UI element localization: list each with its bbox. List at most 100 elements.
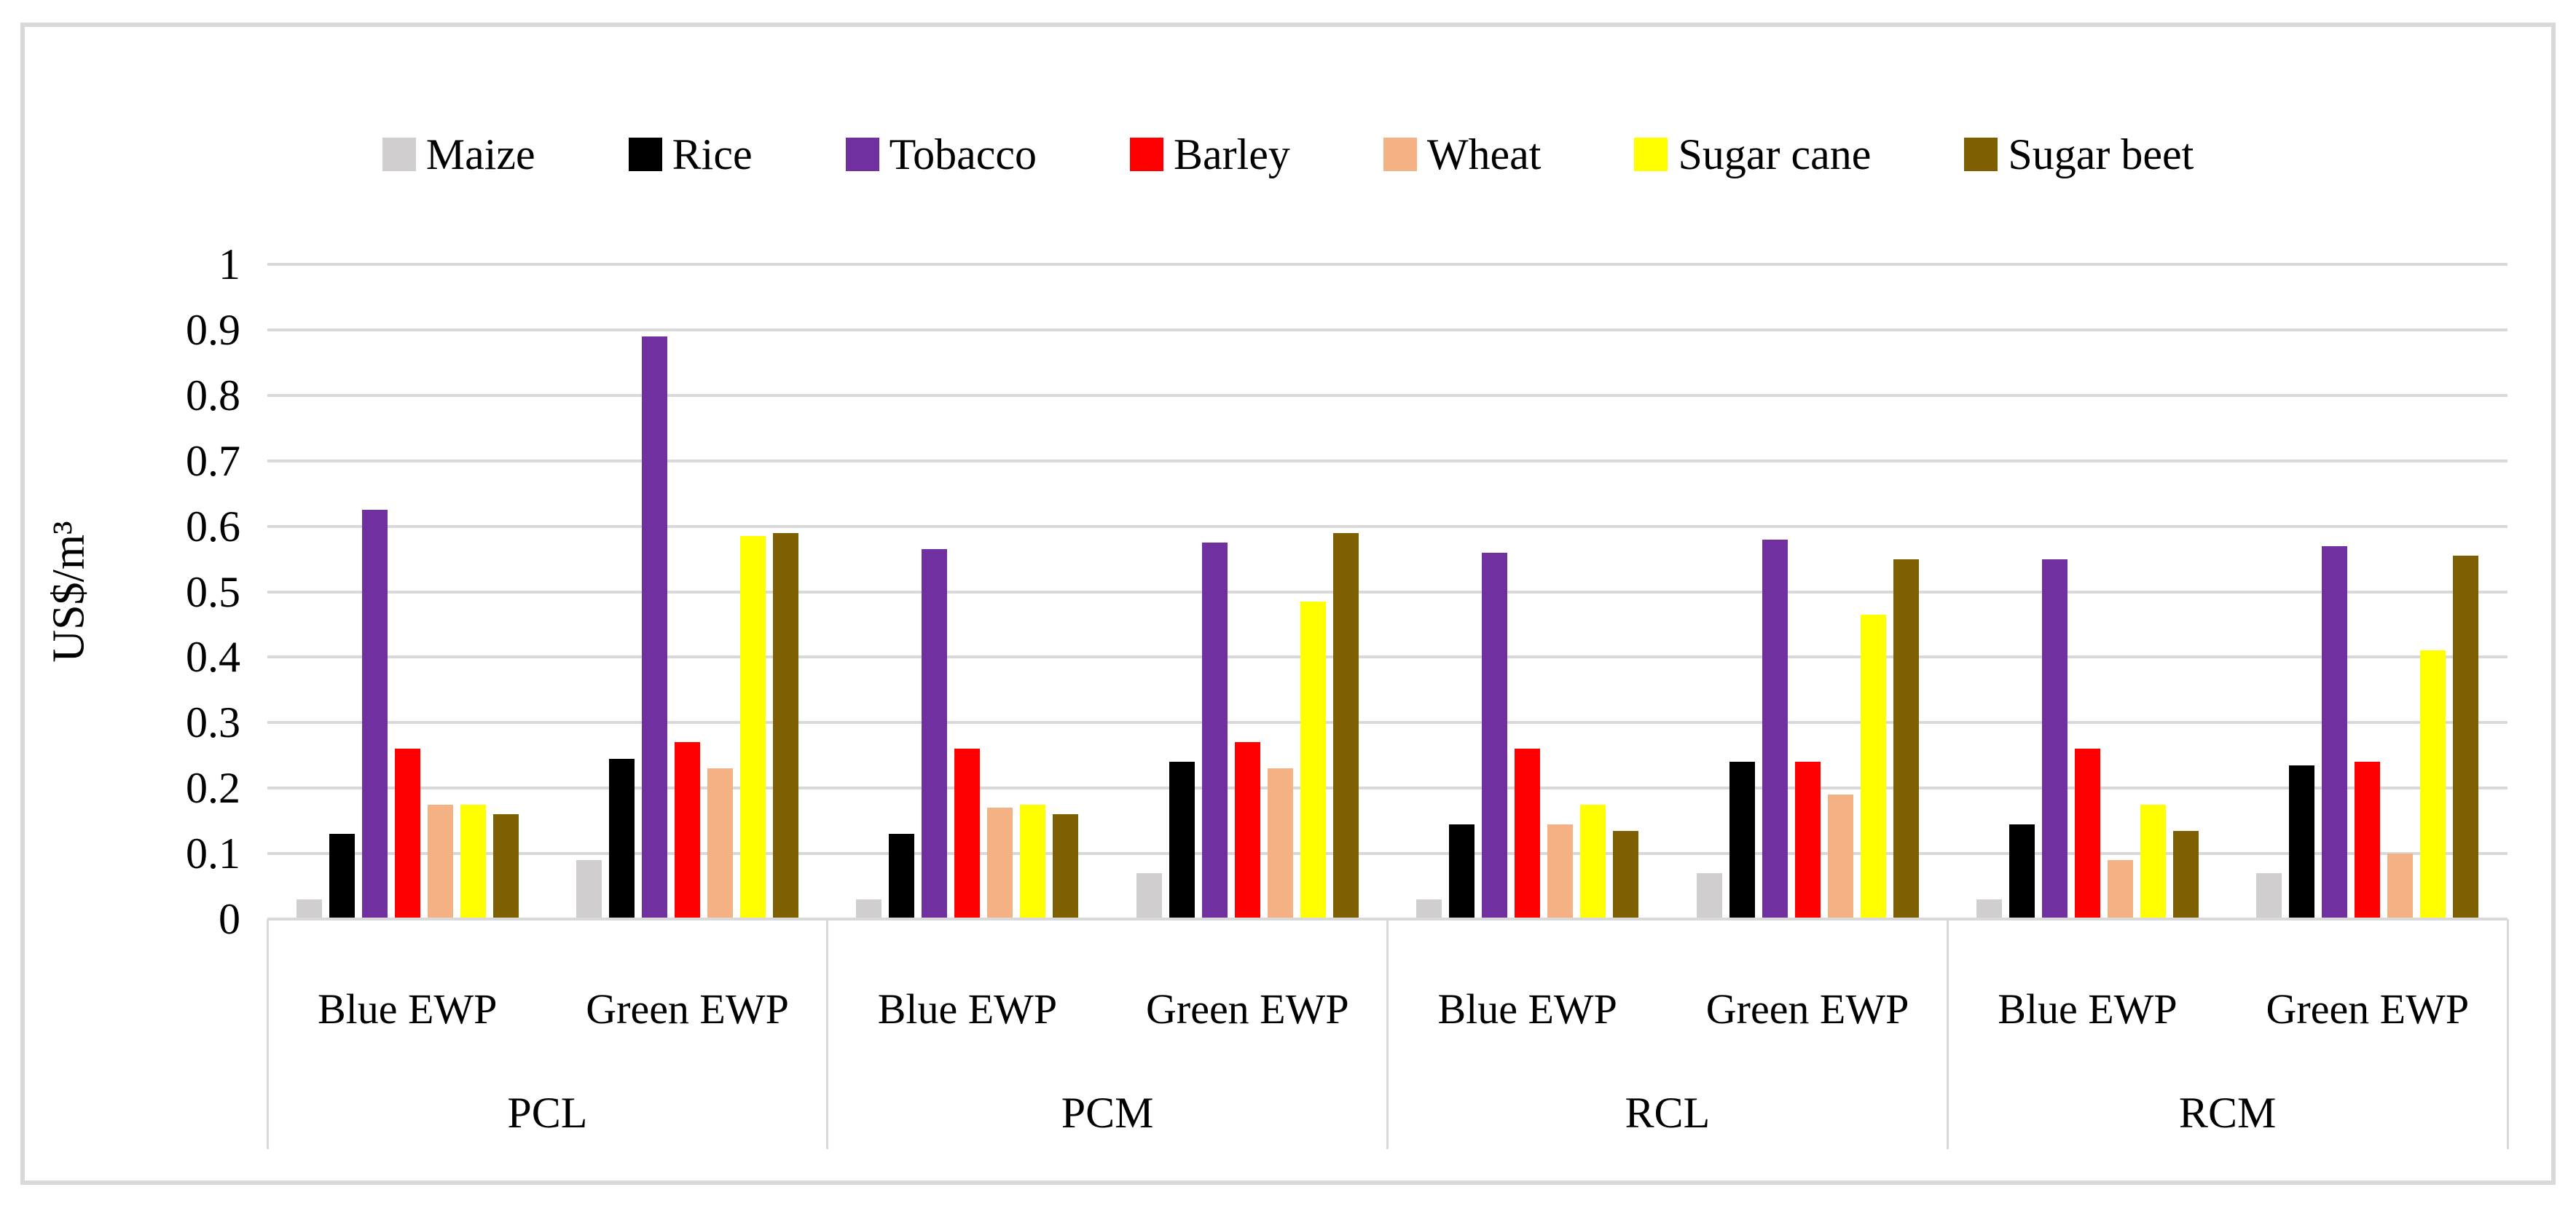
bar-wheat-rcm-green-ewp xyxy=(2387,854,2414,919)
legend-item-wheat: Wheat xyxy=(1383,130,1542,178)
bar-sugar-beet-pcm-green-ewp xyxy=(1332,532,1359,919)
legend-item-sugar-cane: Sugar cane xyxy=(1634,131,1871,178)
category-divider xyxy=(266,919,269,1149)
bar-barley-rcl-blue-ewp xyxy=(1515,749,1541,919)
gridline-1 xyxy=(267,263,2508,266)
bar-sugar-cane-rcm-blue-ewp xyxy=(2140,804,2166,919)
legend-swatch-rice-icon xyxy=(628,138,662,171)
bar-rice-rcm-blue-ewp xyxy=(2008,824,2035,919)
bar-sugar-beet-pcl-blue-ewp xyxy=(492,814,519,919)
gridline-0.8 xyxy=(267,393,2508,397)
y-tick-0.5: 0.5 xyxy=(186,567,240,616)
bar-barley-pcm-blue-ewp xyxy=(954,749,981,919)
bar-wheat-rcm-blue-ewp xyxy=(2107,860,2133,919)
y-tick-0.4: 0.4 xyxy=(186,633,240,682)
bar-rice-rcm-green-ewp xyxy=(2289,765,2315,919)
bar-rice-pcm-blue-ewp xyxy=(889,834,915,919)
bar-wheat-rcl-green-ewp xyxy=(1827,795,1853,919)
bar-sugar-beet-rcl-green-ewp xyxy=(1893,559,1919,919)
legend-label-maize: Maize xyxy=(425,130,535,178)
bar-maize-rcl-blue-ewp xyxy=(1416,899,1442,919)
bar-tobacco-pcl-green-ewp xyxy=(642,336,668,919)
bar-maize-pcl-green-ewp xyxy=(576,860,602,919)
legend-label-wheat: Wheat xyxy=(1426,130,1542,178)
legend-item-maize: Maize xyxy=(382,131,535,178)
y-tick-0.2: 0.2 xyxy=(186,764,240,813)
bar-barley-pcl-green-ewp xyxy=(675,742,701,919)
y-tick-0: 0 xyxy=(219,895,240,943)
bar-barley-rcm-green-ewp xyxy=(2355,762,2381,919)
x-label-rcm-green-ewp: Green EWP xyxy=(2266,985,2470,1033)
y-tick-0.8: 0.8 xyxy=(186,371,240,419)
bar-maize-rcm-green-ewp xyxy=(2256,873,2282,919)
bar-tobacco-pcl-blue-ewp xyxy=(361,510,388,919)
legend-label-sugar-beet: Sugar beet xyxy=(2008,130,2194,178)
bar-barley-rcm-blue-ewp xyxy=(2074,749,2100,919)
bar-maize-pcm-blue-ewp xyxy=(856,899,882,919)
gridline-0.2 xyxy=(267,787,2508,790)
y-tick-0.6: 0.6 xyxy=(186,502,240,551)
legend-swatch-sugar-beet-icon xyxy=(1964,138,1998,171)
bar-sugar-cane-rcl-green-ewp xyxy=(1860,614,1886,919)
x-group-label-rcl: RCL xyxy=(1625,1089,1711,1137)
bar-maize-pcm-green-ewp xyxy=(1136,873,1162,919)
bar-sugar-beet-pcm-blue-ewp xyxy=(1053,814,1079,919)
gridline-0.6 xyxy=(267,524,2508,528)
x-label-pcm-green-ewp: Green EWP xyxy=(1146,985,1349,1033)
bar-sugar-cane-pcl-blue-ewp xyxy=(460,804,486,919)
legend-item-tobacco: Tobacco xyxy=(845,130,1037,178)
bar-barley-pcl-blue-ewp xyxy=(394,749,420,919)
bar-barley-pcm-green-ewp xyxy=(1234,742,1260,919)
bar-tobacco-rcl-green-ewp xyxy=(1762,539,1788,919)
bar-sugar-beet-rcl-blue-ewp xyxy=(1613,830,1639,919)
x-group-label-rcm: RCM xyxy=(2178,1089,2277,1137)
x-label-pcl-blue-ewp: Blue EWP xyxy=(317,985,498,1033)
bar-rice-pcl-blue-ewp xyxy=(329,834,355,919)
y-tick-0.7: 0.7 xyxy=(186,436,240,485)
gridline-0.1 xyxy=(267,852,2508,856)
bar-maize-rcl-green-ewp xyxy=(1696,873,1722,919)
category-divider xyxy=(1386,919,1389,1149)
bar-wheat-pcm-green-ewp xyxy=(1267,768,1293,919)
x-group-label-pcm: PCM xyxy=(1061,1089,1154,1137)
bar-rice-pcm-green-ewp xyxy=(1169,762,1195,919)
y-tick-0.9: 0.9 xyxy=(186,305,240,354)
bar-sugar-beet-pcl-green-ewp xyxy=(773,532,799,919)
y-tick-1: 1 xyxy=(219,240,240,288)
category-divider xyxy=(2506,919,2509,1149)
legend-swatch-wheat-icon xyxy=(1383,138,1417,171)
bar-wheat-rcl-blue-ewp xyxy=(1547,824,1574,919)
x-label-rcl-blue-ewp: Blue EWP xyxy=(1437,985,1617,1033)
bar-wheat-pcm-blue-ewp xyxy=(987,808,1013,919)
legend: Maize Rice Tobacco Barley Wheat Sugar cane Sug… xyxy=(0,131,2576,178)
bar-tobacco-pcm-blue-ewp xyxy=(922,549,948,919)
legend-item-sugar-beet: Sugar beet xyxy=(1964,131,2194,178)
gridline-0.4 xyxy=(267,655,2508,659)
x-label-pcl-green-ewp: Green EWP xyxy=(586,985,789,1033)
bar-barley-rcl-green-ewp xyxy=(1794,762,1821,919)
bar-sugar-beet-rcm-green-ewp xyxy=(2453,556,2479,919)
bar-sugar-beet-rcm-blue-ewp xyxy=(2172,830,2199,919)
x-label-rcl-green-ewp: Green EWP xyxy=(1705,985,1909,1033)
gridline-0.5 xyxy=(267,590,2508,594)
bar-sugar-cane-pcm-green-ewp xyxy=(1300,602,1326,919)
bar-rice-rcl-blue-ewp xyxy=(1449,824,1475,919)
gridline-0.3 xyxy=(267,721,2508,725)
bar-maize-pcl-blue-ewp xyxy=(296,899,322,919)
legend-item-barley: Barley xyxy=(1129,130,1290,178)
bar-rice-pcl-green-ewp xyxy=(609,758,635,919)
legend-label-tobacco: Tobacco xyxy=(889,130,1037,178)
legend-swatch-tobacco-icon xyxy=(845,138,879,171)
x-label-pcm-blue-ewp: Blue EWP xyxy=(877,985,1058,1033)
bar-maize-rcm-blue-ewp xyxy=(1976,899,2002,919)
bar-sugar-cane-pcl-green-ewp xyxy=(740,536,766,919)
bar-tobacco-rcl-blue-ewp xyxy=(1482,552,1508,919)
legend-item-rice: Rice xyxy=(628,131,753,178)
gridline-0.7 xyxy=(267,459,2508,462)
plot-area xyxy=(267,263,2508,919)
chart-frame xyxy=(20,23,2556,1185)
bar-tobacco-pcm-green-ewp xyxy=(1201,543,1228,919)
category-divider xyxy=(826,919,829,1149)
legend-label-barley: Barley xyxy=(1173,130,1290,178)
